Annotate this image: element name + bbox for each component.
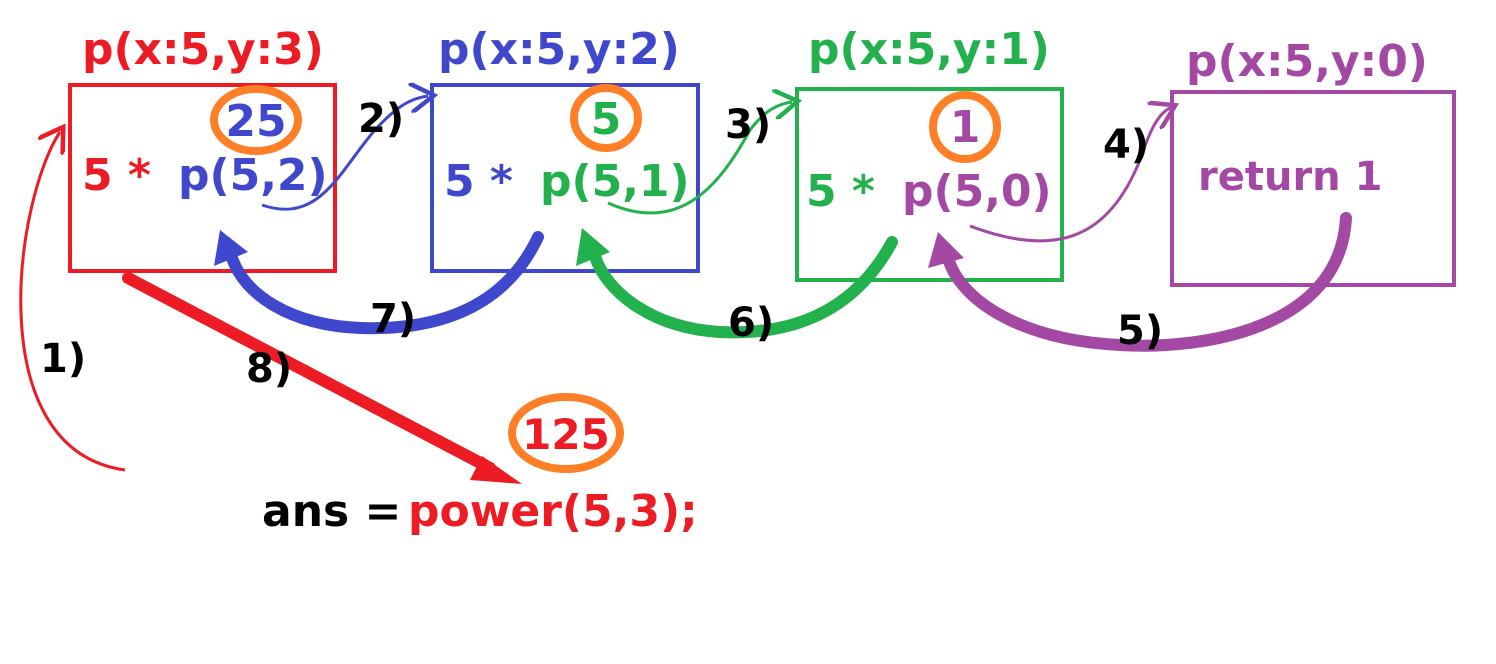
frame-4-title: p(x:5,y:0) xyxy=(1186,36,1428,87)
frame-4-return: return 1 xyxy=(1198,154,1382,200)
arrow-step-8 xyxy=(128,278,490,468)
frame-3-title: p(x:5,y:1) xyxy=(808,24,1050,75)
final-result: 125 xyxy=(522,410,610,459)
frame-1-mult: 5 * xyxy=(82,150,151,201)
frame-2: p(x:5,y:2) 5 5 * p(5,1) xyxy=(432,24,698,271)
expression-call: power(5,3); xyxy=(408,486,698,537)
step-label-7: 7) xyxy=(370,296,416,342)
expression-lhs: ans = xyxy=(262,486,401,537)
step-label-1: 1) xyxy=(40,336,86,382)
step-label-2: 2) xyxy=(358,96,404,142)
frame-1-title: p(x:5,y:3) xyxy=(82,24,324,75)
step-label-6: 6) xyxy=(728,300,774,346)
frame-1-result: 25 xyxy=(225,96,286,147)
step-label-3: 3) xyxy=(725,102,771,148)
frame-2-title: p(x:5,y:2) xyxy=(438,24,680,75)
step-label-5: 5) xyxy=(1117,308,1163,354)
frame-3-call: p(5,0) xyxy=(902,166,1052,217)
frame-3-result: 1 xyxy=(950,102,981,153)
frame-3-mult: 5 * xyxy=(806,166,875,217)
frame-3: p(x:5,y:1) 1 5 * p(5,0) xyxy=(797,24,1062,280)
step-label-8: 8) xyxy=(246,346,292,392)
frame-2-call: p(5,1) xyxy=(540,156,690,207)
frame-4: p(x:5,y:0) return 1 xyxy=(1172,36,1454,285)
frame-1-call: p(5,2) xyxy=(178,150,328,201)
frame-2-mult: 5 * xyxy=(444,156,513,207)
arrow-step-5-head xyxy=(928,232,964,268)
frame-1: p(x:5,y:3) 25 5 * p(5,2) xyxy=(70,24,335,271)
frame-2-result: 5 xyxy=(591,94,622,145)
step-label-4: 4) xyxy=(1103,122,1149,168)
